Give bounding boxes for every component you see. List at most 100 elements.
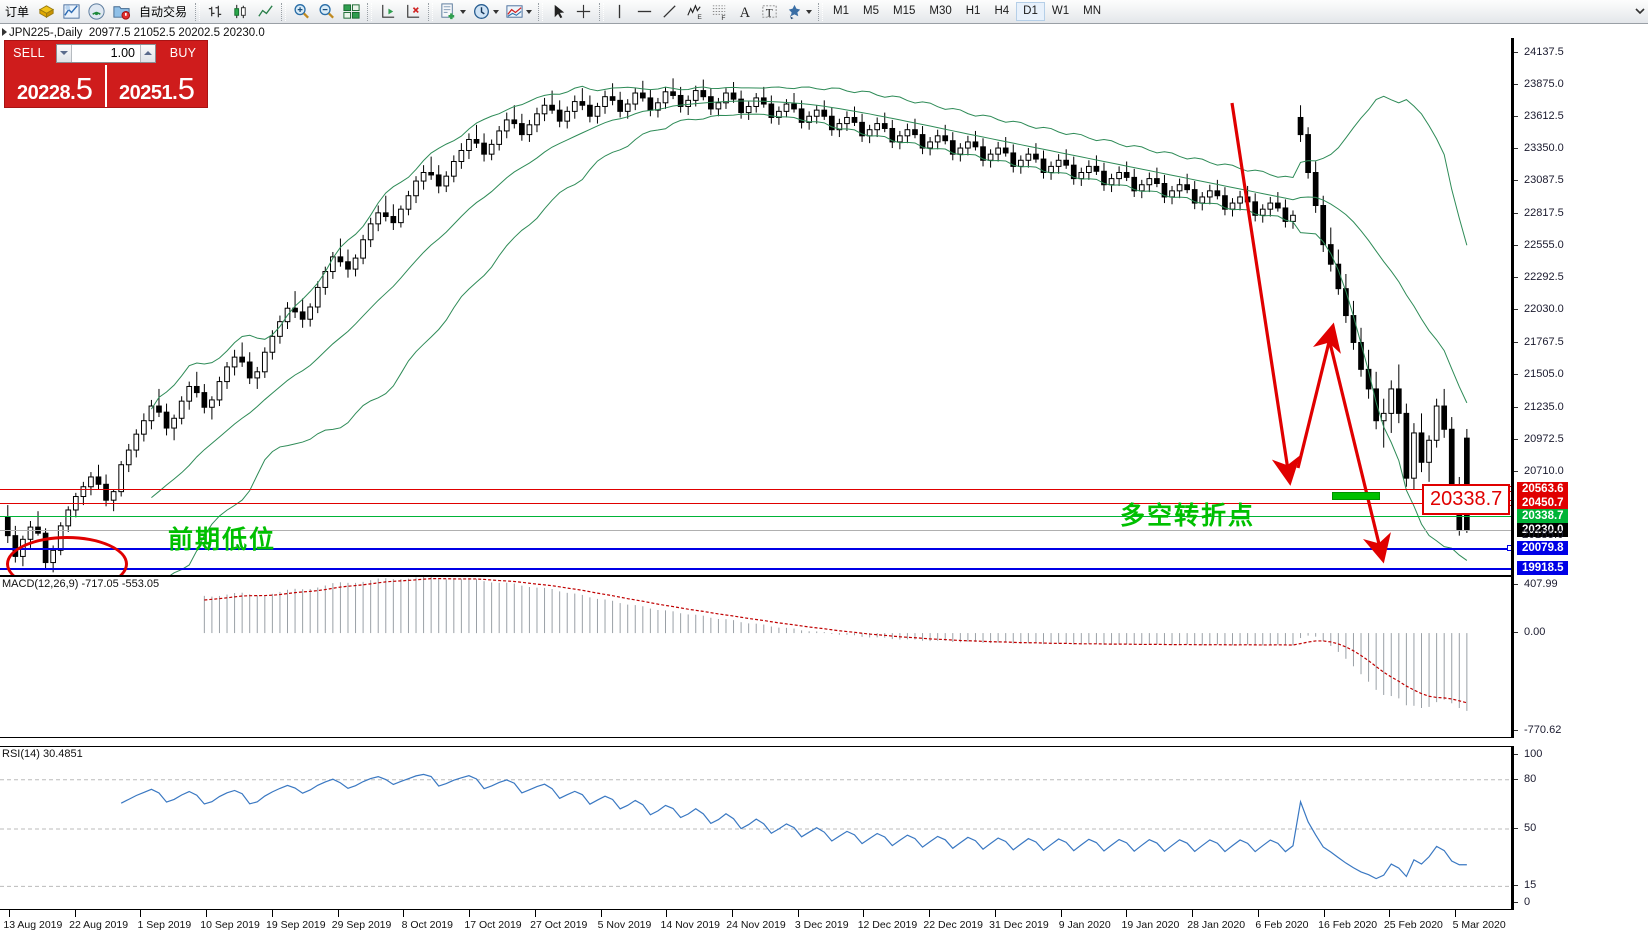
- market-watch-icon[interactable]: [59, 1, 84, 23]
- price-tick: 23087.5: [1514, 174, 1564, 186]
- sell-price-main: 20228: [17, 82, 71, 104]
- zoom-in-icon[interactable]: [289, 1, 314, 23]
- timeframe-m30[interactable]: M30: [929, 5, 952, 17]
- chevron-down-icon[interactable]: [460, 9, 467, 14]
- price-level-label-20230-0[interactable]: 20230.0: [1517, 522, 1568, 537]
- candlestick-chart-icon[interactable]: [228, 1, 253, 23]
- buy-button[interactable]: 20251. 5: [107, 65, 207, 107]
- price-level-label-20338-7[interactable]: 20338.7: [1517, 509, 1568, 524]
- timeframe-m15[interactable]: M15: [893, 5, 916, 17]
- volume-increment-button[interactable]: [140, 44, 155, 62]
- price-level-label-20185-0[interactable]: 20185.0: [1522, 529, 1564, 542]
- svg-text:A: A: [740, 5, 751, 21]
- autotrade-button[interactable]: 自动交易: [134, 1, 192, 23]
- macd-pane[interactable]: MACD(12,26,9) -717.05 -553.05: [0, 576, 1512, 738]
- timeframe-h4[interactable]: H4: [994, 5, 1010, 17]
- date-tick-mark: [271, 910, 273, 917]
- date-tick-mark: [666, 910, 668, 917]
- sell-price-dot: .: [70, 82, 76, 104]
- price-level-label-20450-7[interactable]: 20450.7: [1517, 495, 1568, 510]
- timeframe-h1[interactable]: H1: [965, 5, 981, 17]
- order-button[interactable]: 订单: [0, 1, 34, 23]
- price-tick: 22817.5: [1514, 207, 1564, 219]
- trade-panel-controls: SELL 1.00 BUY: [5, 41, 207, 65]
- date-tick-mark: [140, 910, 142, 917]
- one-click-trading-panel[interactable]: SELL 1.00 BUY 20228. 5 20251. 5: [4, 40, 208, 108]
- line-chart-icon[interactable]: [253, 1, 278, 23]
- indicators-icon[interactable]: [502, 1, 535, 23]
- timeframe-m1[interactable]: M1: [833, 5, 850, 17]
- bar-chart-icon[interactable]: [203, 1, 228, 23]
- chevron-down-icon[interactable]: [493, 9, 500, 14]
- date-tick-mark: [337, 910, 339, 917]
- signal-icon[interactable]: [84, 1, 109, 23]
- price-level-label-20563-6[interactable]: 20563.6: [1517, 481, 1568, 496]
- toolbar-separator: [818, 2, 824, 21]
- chevron-down-icon[interactable]: [526, 9, 533, 14]
- sell-price-fraction: 5: [75, 71, 93, 106]
- timeframe-d1[interactable]: D1: [1016, 2, 1045, 21]
- price-tick: 23612.5: [1514, 110, 1564, 122]
- rsi-tick: 50: [1514, 822, 1536, 834]
- tile-windows-icon[interactable]: [339, 1, 364, 23]
- date-tick-mark: [8, 910, 10, 917]
- text-label-icon[interactable]: T: [757, 1, 782, 23]
- date-tick-mark: [600, 910, 602, 917]
- timeframe-m5[interactable]: M5: [863, 5, 879, 17]
- price-tick: 21505.0: [1514, 368, 1564, 380]
- macd-scale-axis[interactable]: 407.99 0.00 -770.62: [1512, 576, 1648, 738]
- volume-stepper[interactable]: 1.00: [56, 43, 156, 63]
- shapes-icon[interactable]: [782, 1, 815, 23]
- macd-tick: 407.99: [1514, 578, 1558, 590]
- order-icon[interactable]: [34, 1, 59, 23]
- rsi-tick: 0: [1514, 896, 1530, 908]
- date-tick-label: 10 Sep 2019: [200, 919, 260, 931]
- price-tick: 22555.0: [1514, 239, 1564, 251]
- volume-value[interactable]: 1.00: [110, 46, 135, 60]
- new-template-icon[interactable]: [436, 1, 469, 23]
- elliott-wave-icon[interactable]: E: [682, 1, 707, 23]
- fibonacci-icon[interactable]: F: [707, 1, 732, 23]
- folder-alert-icon[interactable]: [109, 1, 134, 23]
- date-tick-label: 1 Sep 2019: [137, 919, 192, 931]
- cursor-icon[interactable]: [546, 1, 571, 23]
- timeframe-w1[interactable]: W1: [1051, 5, 1070, 17]
- crosshair-icon[interactable]: [571, 1, 596, 23]
- date-tick-label: 6 Feb 2020: [1255, 919, 1309, 931]
- toolbar-separator: [281, 2, 287, 21]
- chart-symbol-label: JPN225-,Daily: [9, 27, 83, 39]
- date-tick-label: 9 Jan 2020: [1058, 919, 1111, 931]
- date-tick-label: 14 Nov 2019: [660, 919, 721, 931]
- rsi-pane[interactable]: RSI(14) 30.4851: [0, 746, 1512, 910]
- text-icon[interactable]: A: [732, 1, 757, 23]
- volume-decrement-button[interactable]: [57, 44, 72, 62]
- toolbar-overflow[interactable]: [1632, 0, 1648, 24]
- vertical-line-icon[interactable]: [607, 1, 632, 23]
- price-tick: 20710.0: [1514, 465, 1564, 477]
- price-scale-axis[interactable]: 24137.5 23875.0 23612.5 23350.0 23087.5 22817…: [1512, 38, 1648, 576]
- trend-arrows: [1230, 102, 1391, 564]
- rsi-scale-axis[interactable]: 100 80 50 15 0: [1512, 746, 1648, 910]
- trendline-icon[interactable]: [657, 1, 682, 23]
- timeframe-mn[interactable]: MN: [1083, 5, 1101, 17]
- macd-histogram: [203, 577, 1468, 711]
- price-level-label-19918-5[interactable]: 19918.5: [1517, 560, 1568, 575]
- date-tick-label: 25 Feb 2020: [1383, 919, 1443, 931]
- date-axis[interactable]: 13 Aug 2019 22 Aug 2019 1 Sep 2019 10 Sep 2…: [0, 910, 1512, 945]
- price-tick: 23350.0: [1514, 142, 1564, 154]
- chevron-down-icon[interactable]: [806, 9, 813, 14]
- date-tick-mark: [1257, 910, 1259, 917]
- date-tick-mark: [1389, 910, 1391, 917]
- price-chart-pane[interactable]: 前期低位 多空转折点 20338.7: [0, 38, 1512, 576]
- date-tick-mark: [534, 910, 536, 917]
- clock-icon[interactable]: [469, 1, 502, 23]
- zoom-out-icon[interactable]: [314, 1, 339, 23]
- macd-tick: -770.62: [1514, 724, 1561, 736]
- chart-shift-icon[interactable]: [375, 1, 400, 23]
- date-tick-mark: [929, 910, 931, 917]
- price-level-label-20079-8[interactable]: 20079.8: [1517, 540, 1568, 555]
- sell-button[interactable]: 20228. 5: [5, 65, 107, 107]
- horizontal-line-icon[interactable]: [632, 1, 657, 23]
- chart-autoscroll-icon[interactable]: [400, 1, 425, 23]
- macd-label: MACD(12,26,9) -717.05 -553.05: [2, 578, 160, 590]
